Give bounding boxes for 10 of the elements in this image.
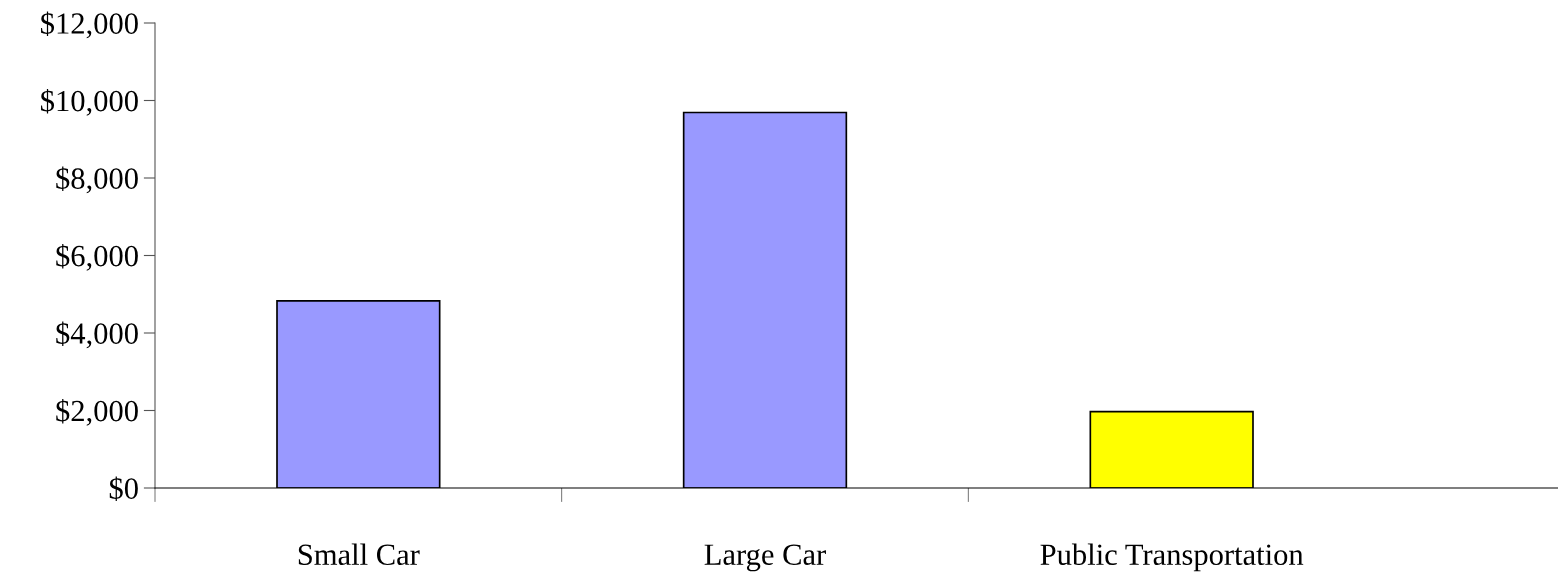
y-tick-label: $10,000 bbox=[41, 88, 138, 116]
x-tick-label: Small Car bbox=[298, 543, 420, 566]
x-tick-label: Large Car bbox=[704, 544, 826, 572]
y-tick-label: $4,000 bbox=[56, 321, 138, 349]
x-tick-label: Public Transportation bbox=[1040, 543, 1304, 572]
y-tick-label: $0 bbox=[109, 476, 138, 501]
y-tick-label: $12,000 bbox=[41, 11, 138, 39]
y-tick-label: $2,000 bbox=[56, 398, 138, 426]
y-tick-label: $8,000 bbox=[56, 166, 138, 194]
y-tick-label: $6,000 bbox=[56, 243, 138, 271]
